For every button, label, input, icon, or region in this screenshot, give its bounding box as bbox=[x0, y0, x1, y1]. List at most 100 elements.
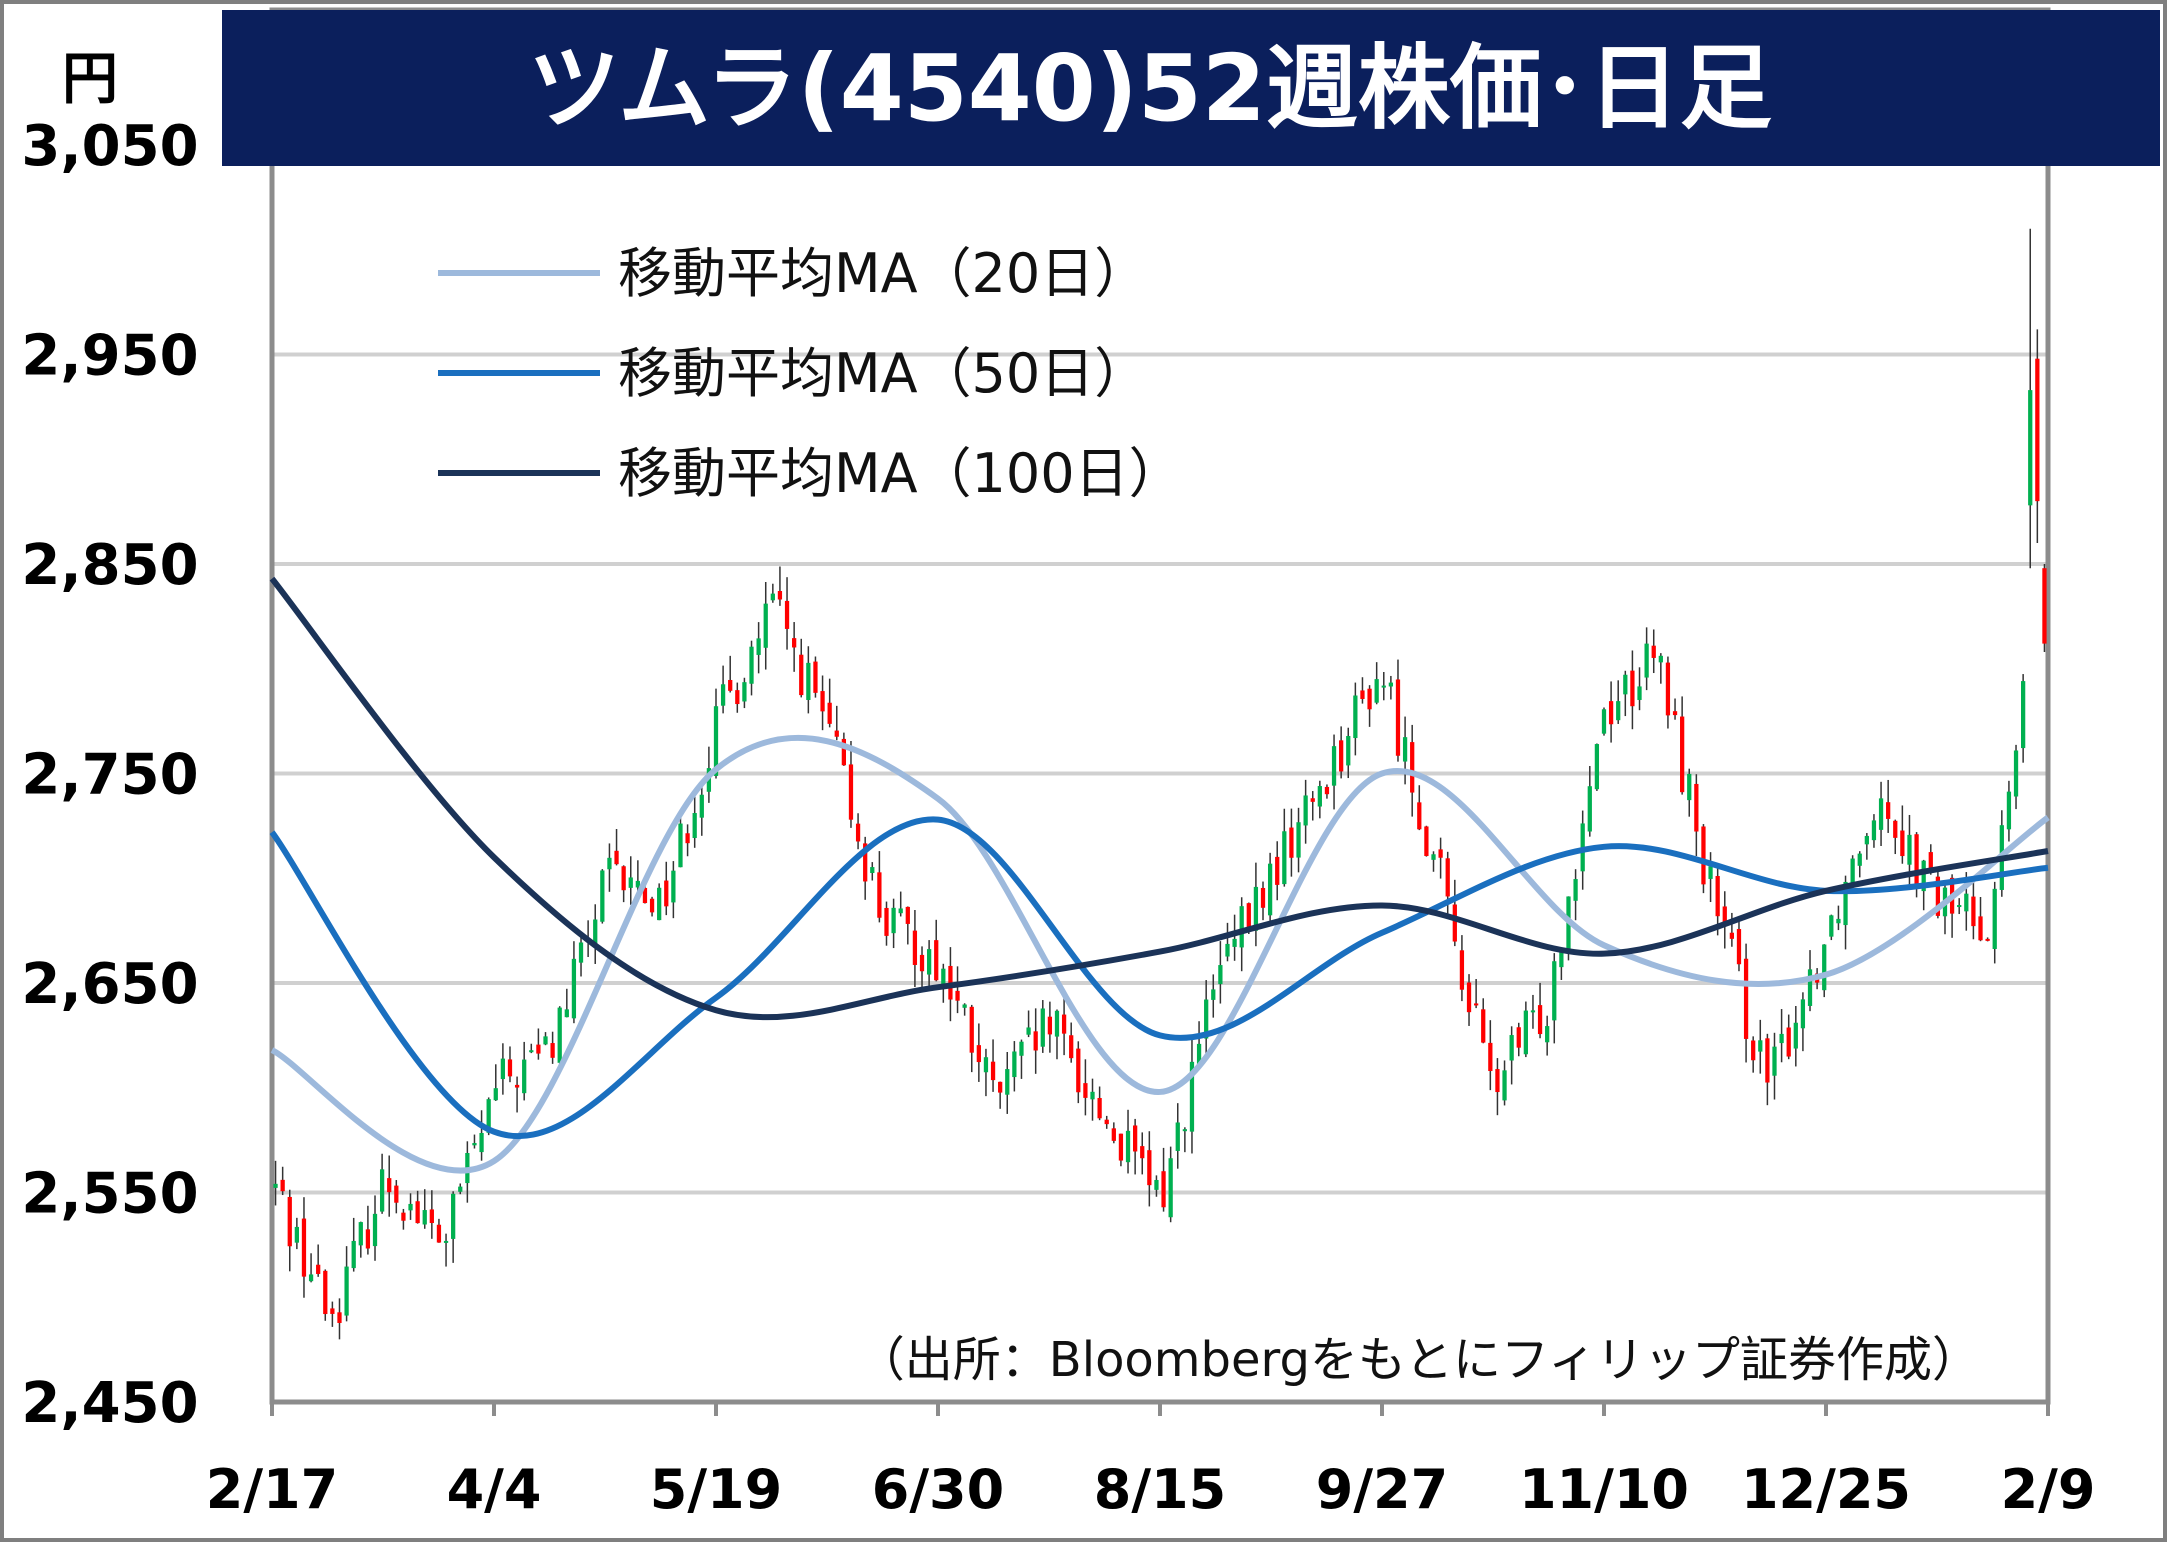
candle-body bbox=[1339, 740, 1344, 772]
candle-body bbox=[1225, 943, 1230, 957]
candle-body bbox=[1260, 887, 1266, 908]
x-tick-label: 12/25 bbox=[1741, 1458, 1911, 1521]
candle-body bbox=[941, 968, 946, 985]
candle-body bbox=[1481, 1009, 1486, 1043]
candle-body bbox=[1282, 831, 1287, 885]
candle-body bbox=[657, 887, 662, 921]
candle-body bbox=[1424, 826, 1429, 856]
candle-body bbox=[1871, 820, 1877, 841]
legend-label: 移動平均MA（100日） bbox=[618, 442, 1183, 505]
candle-body bbox=[820, 691, 825, 712]
candle-body bbox=[1992, 888, 1997, 949]
candle-body bbox=[1147, 1150, 1152, 1186]
candle-body bbox=[557, 1007, 562, 1063]
candle-body bbox=[1772, 1046, 1777, 1076]
candle-body bbox=[1886, 802, 1891, 819]
candle-body bbox=[1047, 1016, 1053, 1035]
candle-body bbox=[1360, 690, 1365, 699]
candle-body bbox=[834, 730, 839, 737]
candle-body bbox=[1743, 958, 1749, 1039]
candle-body bbox=[628, 877, 633, 888]
candle-body bbox=[1900, 830, 1905, 857]
candle-body bbox=[1736, 929, 1742, 965]
candle-body bbox=[877, 872, 882, 918]
candle-body bbox=[735, 690, 740, 705]
candle-body bbox=[1701, 826, 1706, 885]
ma-line bbox=[269, 576, 2049, 1021]
legend-label: 移動平均MA（50日） bbox=[618, 342, 1148, 405]
candle-body bbox=[1097, 1098, 1102, 1119]
candle-body bbox=[827, 702, 832, 724]
candle-body bbox=[486, 1099, 491, 1133]
candle-body bbox=[1836, 918, 1841, 924]
candle-body bbox=[813, 661, 818, 693]
candle-body bbox=[983, 1057, 989, 1073]
candle-body bbox=[799, 654, 804, 696]
candle-body bbox=[593, 919, 598, 945]
candle-body bbox=[1907, 834, 1912, 865]
candle-body bbox=[1516, 1027, 1521, 1048]
candle-body bbox=[1651, 645, 1656, 658]
y-tick-label: 2,650 bbox=[21, 952, 198, 1017]
candle-body bbox=[1495, 1069, 1500, 1093]
candle-body bbox=[1786, 1027, 1791, 1057]
candle-body bbox=[855, 823, 861, 842]
candle-body bbox=[1921, 860, 1926, 892]
candle-body bbox=[1559, 951, 1564, 968]
axes: 2,450 2,550 2,650 2,750 2,850 2,950 3,050 2/17 4… bbox=[21, 114, 2095, 1521]
candle-body bbox=[1019, 1041, 1024, 1056]
candle-body bbox=[962, 1004, 967, 1008]
candle-body bbox=[919, 954, 925, 972]
x-tick-label: 2/17 bbox=[206, 1458, 338, 1521]
candle-body bbox=[429, 1209, 434, 1224]
source-note: （出所：Bloombergをもとにフィリップ証券作成） bbox=[857, 1332, 1980, 1388]
candle-body bbox=[273, 1183, 278, 1188]
candle-body bbox=[1196, 1043, 1202, 1065]
candle-body bbox=[1140, 1146, 1145, 1159]
candle-body bbox=[1061, 1014, 1067, 1034]
y-tick-label: 2,450 bbox=[21, 1371, 198, 1436]
candle-body bbox=[507, 1059, 513, 1077]
candle-body bbox=[1445, 858, 1450, 897]
candle-body bbox=[1793, 1022, 1798, 1049]
candle-body bbox=[1850, 858, 1855, 885]
candle-body bbox=[1708, 866, 1713, 879]
candle-body bbox=[642, 887, 648, 904]
candle-body bbox=[1616, 701, 1621, 721]
candle-body bbox=[1232, 938, 1237, 947]
candle-body bbox=[1069, 1035, 1074, 1059]
candle-body bbox=[308, 1274, 314, 1282]
candle-body bbox=[472, 1143, 477, 1146]
legend: 移動平均MA（20日） 移動平均MA（50日） 移動平均MA（100日） bbox=[438, 242, 1183, 505]
candle-body bbox=[536, 1044, 541, 1054]
candle-body bbox=[1594, 744, 1600, 790]
x-tick-label: 9/27 bbox=[1316, 1458, 1448, 1521]
candle-body bbox=[1530, 1010, 1536, 1013]
candle-body bbox=[664, 880, 669, 907]
candle-body bbox=[1509, 1035, 1514, 1061]
candle-body bbox=[1289, 827, 1294, 858]
candle-body bbox=[1665, 662, 1671, 716]
ma-line bbox=[269, 816, 2049, 1140]
y-tick-label: 2,950 bbox=[21, 324, 198, 389]
candle-body bbox=[649, 898, 655, 913]
candle-body bbox=[1161, 1171, 1166, 1208]
candle-body bbox=[891, 907, 896, 934]
candle-body bbox=[699, 794, 704, 818]
candle-body bbox=[365, 1229, 371, 1249]
candle-body bbox=[1829, 915, 1834, 937]
candle-body bbox=[1857, 853, 1862, 866]
candle-body bbox=[2006, 791, 2012, 830]
candle-body bbox=[1608, 701, 1614, 725]
candle-body bbox=[2035, 358, 2040, 502]
candle-body bbox=[728, 679, 733, 691]
candle-body bbox=[436, 1224, 442, 1243]
y-tick-label: 3,050 bbox=[21, 114, 198, 179]
candle-body bbox=[784, 600, 790, 629]
candle-body bbox=[401, 1212, 406, 1221]
candle-body bbox=[1928, 852, 1933, 871]
candle-body bbox=[1111, 1128, 1116, 1141]
chart-title: ツムラ(4540)52週株価･日足 bbox=[528, 35, 1772, 142]
candle-body bbox=[1758, 1040, 1763, 1052]
